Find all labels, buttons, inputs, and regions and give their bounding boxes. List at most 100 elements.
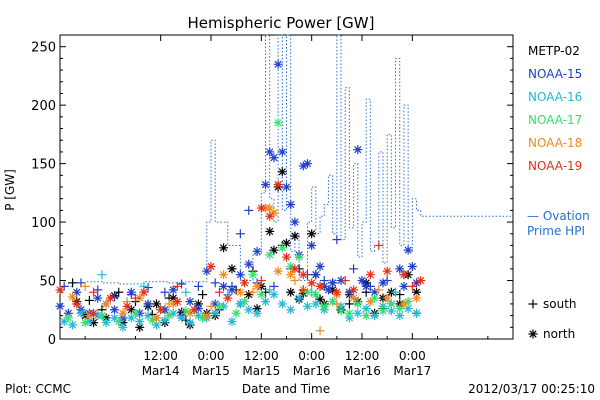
data-point-north	[307, 278, 317, 288]
data-point-north	[273, 59, 283, 69]
data-point-north	[76, 308, 86, 318]
data-point-north	[277, 167, 287, 177]
data-point-north	[399, 299, 409, 309]
data-point-north	[240, 278, 250, 288]
data-point-south	[227, 281, 237, 291]
data-point-north	[311, 290, 321, 300]
y-axis-label: P [GW]	[3, 169, 17, 211]
data-point-south	[256, 276, 266, 286]
data-point-north	[265, 250, 275, 260]
data-point-north	[286, 287, 296, 297]
data-point-north	[189, 305, 199, 315]
data-point-north	[210, 308, 220, 318]
data-point-north	[235, 270, 245, 280]
data-point-north	[156, 305, 166, 315]
data-point-south	[114, 287, 124, 297]
symbol-legend-label: north	[543, 327, 575, 341]
data-point-north	[139, 287, 149, 297]
legend-entry: NOAA-16	[528, 90, 582, 104]
legend-entry: METP-02	[528, 44, 580, 58]
data-point-north	[370, 311, 380, 321]
data-point-south	[84, 295, 94, 305]
data-point-north	[353, 145, 363, 155]
data-point-north	[227, 316, 237, 326]
data-point-north	[131, 308, 140, 318]
data-point-north	[105, 293, 115, 303]
data-point-north	[286, 305, 296, 315]
data-point-north	[528, 329, 538, 339]
data-point-north	[357, 276, 367, 286]
data-point-south	[349, 264, 359, 274]
data-point-north	[323, 285, 333, 295]
data-point-south	[332, 299, 342, 309]
data-point-south	[528, 299, 538, 309]
y-tick-label: 100	[31, 216, 56, 231]
series-noaa-19-star	[55, 180, 426, 318]
data-point-north	[307, 229, 317, 239]
data-point-north	[378, 306, 388, 316]
data-point-north	[282, 182, 291, 192]
data-point-north	[252, 308, 262, 318]
data-point-north	[219, 281, 229, 291]
legend-entry: NOAA-19	[528, 159, 582, 173]
data-point-north	[240, 297, 250, 307]
ovation-legend-label: — Ovation	[527, 209, 590, 223]
data-point-south	[319, 276, 329, 286]
data-point-north	[101, 318, 111, 328]
data-point-south	[177, 279, 187, 289]
data-point-north	[214, 301, 224, 311]
data-point-south	[374, 285, 384, 295]
data-point-north	[223, 293, 233, 303]
data-point-north	[252, 281, 262, 291]
data-point-north	[332, 287, 342, 297]
data-point-south	[210, 278, 220, 288]
data-point-south	[68, 278, 78, 288]
data-point-north	[307, 240, 317, 250]
y-tick-label: 250	[31, 41, 56, 56]
data-point-north	[395, 264, 405, 274]
data-point-south	[164, 299, 174, 309]
data-point-north	[185, 297, 195, 307]
ovation-legend-label-2: Prime HPI	[527, 224, 585, 238]
data-point-north	[110, 305, 120, 315]
data-point-south	[332, 235, 342, 245]
data-point-north	[185, 318, 195, 328]
data-point-north	[89, 318, 99, 328]
data-point-north	[298, 270, 308, 280]
data-point-north	[269, 245, 279, 255]
legend: METP-02 NOAA-15 NOAA-16 NOAA-17 NOAA-18 NOAA-…	[528, 44, 582, 173]
data-point-north	[412, 308, 422, 318]
data-point-north	[177, 313, 187, 323]
data-point-north	[273, 180, 283, 190]
data-point-north	[235, 287, 245, 297]
data-point-north	[273, 266, 283, 276]
series-noaa-18-plus	[80, 276, 384, 336]
data-point-north	[244, 305, 254, 315]
data-point-south	[160, 287, 170, 297]
data-point-north	[164, 311, 174, 321]
data-point-north	[93, 293, 103, 303]
data-point-north	[143, 299, 153, 309]
data-point-north	[365, 297, 375, 307]
data-point-north	[265, 211, 275, 221]
data-point-south	[80, 281, 90, 291]
data-point-north	[365, 270, 375, 280]
data-point-north	[294, 252, 304, 262]
data-point-north	[353, 308, 363, 318]
y-tick-label: 150	[31, 158, 56, 173]
x-tick-date: Mar17	[393, 364, 431, 378]
data-point-north	[248, 270, 258, 280]
data-point-north	[353, 299, 363, 309]
y-tick-label: 200	[31, 99, 56, 114]
data-point-south	[143, 283, 153, 293]
x-tick-date: Mar16	[293, 364, 331, 378]
x-tick-date: Mar14	[142, 364, 180, 378]
data-point-north	[282, 252, 291, 262]
data-point-north	[202, 311, 212, 321]
data-point-north	[361, 311, 371, 321]
data-point-north	[286, 200, 296, 210]
data-point-north	[55, 285, 65, 295]
data-point-north	[273, 118, 283, 128]
data-point-south	[395, 290, 405, 300]
data-point-south	[181, 287, 191, 297]
